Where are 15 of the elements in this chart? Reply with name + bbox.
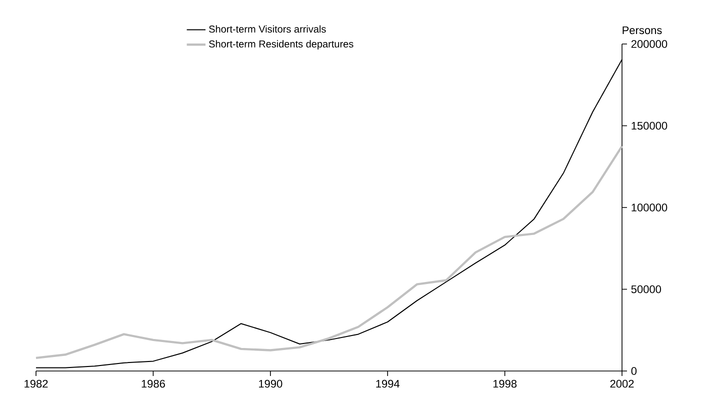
x-tick-label: 2002 — [610, 380, 634, 388]
x-tick-label: 1986 — [142, 380, 165, 388]
y-tick-label: 100000 — [632, 204, 668, 212]
y-axis-title: Persons — [622, 26, 662, 34]
legend-label: Short-term Visitors arrivals — [209, 25, 326, 33]
y-tick-label: 0 — [631, 367, 637, 375]
y-tick-label: 50000 — [631, 285, 662, 294]
x-tick-label: 1990 — [259, 380, 282, 388]
x-tick-label: 1994 — [376, 380, 400, 388]
y-tick-label: 200000 — [631, 40, 668, 48]
y-tick-label: 150000 — [632, 122, 668, 130]
legend-label: Short-term Residents departures — [209, 40, 354, 50]
line-series — [34, 145, 624, 360]
x-tick-label: 1998 — [493, 380, 517, 388]
x-tick-label: 1982 — [24, 380, 48, 388]
